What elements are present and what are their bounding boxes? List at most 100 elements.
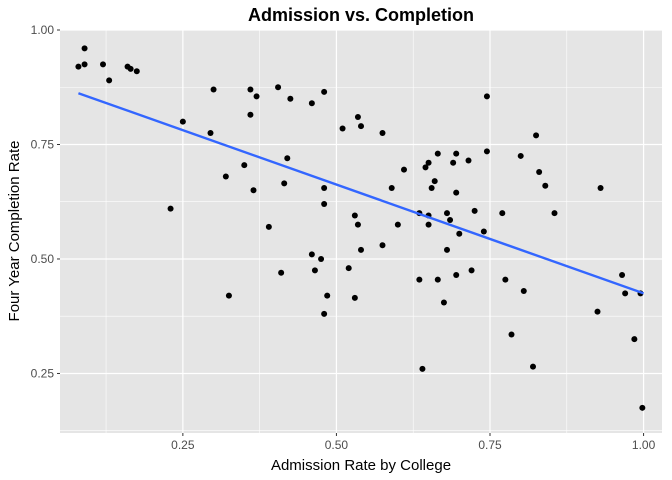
data-point bbox=[419, 365, 426, 372]
major-gridlines bbox=[60, 29, 662, 433]
trend-line-group bbox=[78, 92, 644, 295]
data-point bbox=[639, 404, 646, 411]
data-point bbox=[311, 267, 318, 274]
x-axis-ticks: 0.25 0.50 0.75 1.00 bbox=[171, 433, 656, 452]
trend-line bbox=[78, 92, 644, 295]
data-point bbox=[597, 184, 604, 191]
y-axis-ticks: 0.25 0.50 0.75 1.00 bbox=[31, 23, 60, 380]
x-axis-title: Admission Rate by College bbox=[271, 457, 451, 474]
data-point bbox=[619, 272, 626, 279]
minor-gridlines bbox=[60, 30, 662, 433]
data-point bbox=[425, 221, 432, 228]
data-point bbox=[167, 205, 174, 212]
data-point bbox=[358, 123, 364, 130]
data-point bbox=[354, 114, 361, 121]
data-point bbox=[81, 45, 88, 52]
data-point bbox=[179, 118, 186, 125]
data-point bbox=[324, 292, 331, 299]
data-point bbox=[542, 182, 549, 189]
data-point bbox=[321, 88, 328, 95]
data-point bbox=[247, 111, 254, 118]
x-tick-label: 0.75 bbox=[478, 438, 502, 452]
data-point bbox=[379, 242, 386, 249]
data-point bbox=[517, 152, 524, 159]
y-tick-label: 0.75 bbox=[31, 137, 55, 151]
data-point bbox=[483, 148, 490, 155]
data-point bbox=[250, 187, 257, 194]
data-point bbox=[530, 363, 536, 370]
data-point bbox=[321, 201, 328, 208]
data-point bbox=[308, 251, 315, 258]
data-point bbox=[453, 150, 460, 157]
data-point bbox=[354, 221, 361, 228]
data-point bbox=[222, 173, 229, 180]
data-point bbox=[594, 308, 601, 315]
data-point bbox=[551, 210, 558, 217]
data-point bbox=[394, 221, 401, 228]
data-point bbox=[81, 61, 88, 68]
data-point bbox=[247, 86, 254, 93]
data-point bbox=[444, 246, 450, 253]
data-point bbox=[253, 93, 260, 100]
data-point bbox=[379, 130, 386, 137]
data-point bbox=[431, 178, 438, 185]
data-point bbox=[533, 132, 540, 139]
data-point bbox=[210, 86, 217, 93]
data-point bbox=[358, 246, 364, 253]
data-point bbox=[471, 207, 478, 214]
data-point bbox=[453, 272, 460, 279]
data-point bbox=[425, 159, 432, 166]
y-tick-label: 0.50 bbox=[31, 252, 55, 266]
data-point bbox=[447, 217, 454, 224]
data-point bbox=[468, 267, 475, 274]
data-point bbox=[480, 228, 487, 235]
data-point bbox=[502, 276, 509, 283]
data-point bbox=[225, 292, 232, 299]
data-point bbox=[499, 210, 506, 217]
data-point bbox=[416, 276, 423, 283]
data-point bbox=[133, 68, 140, 75]
data-point bbox=[351, 294, 358, 301]
data-point bbox=[106, 77, 113, 84]
data-point bbox=[287, 95, 294, 102]
data-point bbox=[321, 310, 328, 317]
data-point bbox=[207, 130, 214, 137]
data-point bbox=[631, 336, 638, 343]
data-point bbox=[520, 288, 527, 295]
data-point bbox=[444, 210, 450, 217]
data-point bbox=[401, 166, 407, 173]
data-point bbox=[450, 159, 457, 166]
data-point bbox=[453, 189, 460, 196]
data-point bbox=[265, 223, 272, 230]
y-tick-label: 1.00 bbox=[31, 23, 55, 37]
y-axis-title: Four Year Completion Rate bbox=[6, 141, 23, 322]
data-point bbox=[465, 157, 472, 164]
data-point bbox=[428, 184, 435, 191]
data-point bbox=[440, 299, 447, 306]
plot-panel bbox=[60, 30, 662, 433]
data-point bbox=[508, 331, 515, 338]
data-point bbox=[321, 184, 328, 191]
data-point bbox=[434, 276, 441, 283]
data-point bbox=[308, 100, 315, 107]
data-point bbox=[622, 290, 629, 297]
y-tick-label: 0.25 bbox=[31, 366, 55, 380]
data-point bbox=[127, 65, 134, 72]
data-point bbox=[318, 255, 325, 262]
data-point bbox=[275, 84, 282, 91]
data-point bbox=[75, 63, 82, 70]
data-point bbox=[483, 93, 490, 100]
data-point bbox=[339, 125, 346, 132]
data-point bbox=[284, 155, 291, 162]
data-point bbox=[536, 168, 543, 175]
data-point bbox=[456, 230, 463, 237]
x-tick-label: 0.25 bbox=[171, 438, 195, 452]
data-point bbox=[100, 61, 106, 68]
data-point bbox=[278, 269, 285, 276]
x-tick-label: 0.50 bbox=[325, 438, 349, 452]
data-points bbox=[75, 45, 646, 411]
data-point bbox=[388, 184, 395, 191]
x-tick-label: 1.00 bbox=[632, 438, 656, 452]
data-point bbox=[434, 150, 441, 157]
